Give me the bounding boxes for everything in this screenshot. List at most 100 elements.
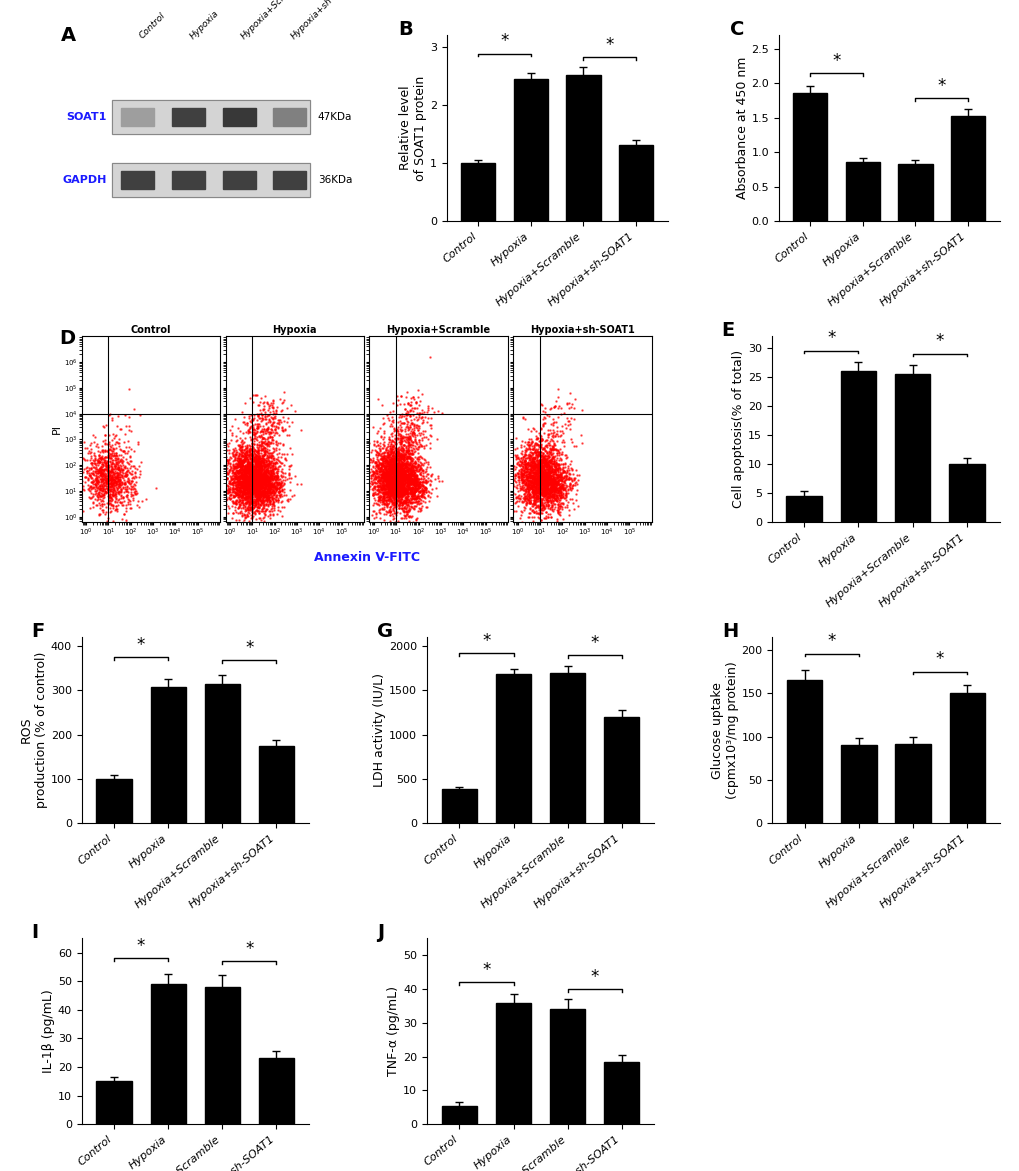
Point	[540, 480, 556, 499]
Point	[517, 456, 533, 474]
Point	[397, 466, 414, 485]
Point	[528, 456, 544, 474]
Point	[525, 502, 541, 521]
Point	[249, 474, 265, 493]
Point	[119, 453, 136, 472]
Point	[413, 447, 429, 466]
Point	[249, 446, 265, 465]
Point	[400, 467, 417, 486]
Point	[379, 470, 395, 488]
Point	[507, 438, 524, 457]
Point	[255, 451, 271, 470]
Point	[378, 486, 394, 505]
Point	[242, 439, 258, 458]
Point	[265, 470, 281, 488]
Point	[250, 472, 266, 491]
Point	[93, 487, 109, 506]
Point	[374, 467, 390, 486]
Point	[235, 444, 252, 463]
Point	[525, 485, 541, 504]
Point	[224, 508, 240, 527]
Point	[256, 452, 272, 471]
Point	[538, 466, 554, 485]
Point	[385, 479, 401, 498]
Point	[529, 429, 545, 447]
Point	[521, 479, 537, 498]
Point	[231, 472, 248, 491]
Point	[221, 433, 237, 452]
Point	[384, 484, 400, 502]
Point	[524, 466, 540, 485]
Point	[413, 385, 429, 404]
Point	[376, 471, 392, 489]
Point	[531, 438, 547, 457]
Point	[392, 470, 409, 488]
Point	[126, 484, 143, 502]
Bar	[151, 984, 185, 1124]
Point	[246, 451, 262, 470]
Point	[389, 471, 406, 489]
Point	[236, 448, 253, 467]
Point	[384, 411, 400, 430]
Point	[261, 488, 277, 507]
Point	[515, 473, 531, 492]
Point	[415, 472, 431, 491]
Point	[405, 473, 421, 492]
Point	[385, 448, 401, 467]
Point	[249, 478, 265, 497]
Point	[533, 491, 549, 509]
Point	[274, 507, 290, 526]
Point	[522, 466, 538, 485]
Point	[245, 457, 261, 475]
Point	[259, 482, 275, 501]
Point	[391, 478, 408, 497]
Point	[113, 493, 129, 512]
Point	[260, 479, 276, 498]
Point	[262, 470, 278, 488]
Point	[392, 465, 409, 484]
Point	[94, 475, 110, 494]
Point	[246, 468, 262, 487]
Point	[398, 502, 415, 521]
Point	[524, 480, 540, 499]
Point	[527, 466, 543, 485]
Point	[376, 459, 392, 478]
Point	[556, 488, 573, 507]
Point	[413, 456, 429, 474]
Point	[409, 450, 425, 468]
Point	[244, 472, 260, 491]
Point	[249, 431, 265, 450]
Point	[547, 491, 564, 509]
Point	[535, 453, 551, 472]
Point	[114, 495, 130, 514]
Point	[385, 432, 401, 451]
Point	[391, 429, 408, 447]
Point	[253, 465, 269, 484]
Point	[228, 458, 245, 477]
Point	[237, 478, 254, 497]
Point	[511, 468, 527, 487]
Point	[522, 464, 538, 482]
Point	[249, 481, 265, 500]
Point	[398, 470, 415, 488]
Point	[270, 413, 286, 432]
Point	[233, 473, 250, 492]
Point	[529, 480, 545, 499]
Point	[255, 497, 271, 515]
Point	[104, 463, 120, 481]
Point	[390, 460, 407, 479]
Point	[98, 482, 114, 501]
Point	[526, 494, 542, 513]
Point	[267, 406, 283, 425]
Point	[381, 491, 397, 509]
Point	[532, 491, 548, 509]
Point	[535, 452, 551, 471]
Point	[243, 423, 259, 441]
Point	[383, 472, 399, 491]
Point	[255, 461, 271, 480]
Point	[98, 472, 114, 491]
Point	[224, 474, 240, 493]
Point	[526, 484, 542, 502]
Point	[238, 492, 255, 511]
Point	[533, 473, 549, 492]
